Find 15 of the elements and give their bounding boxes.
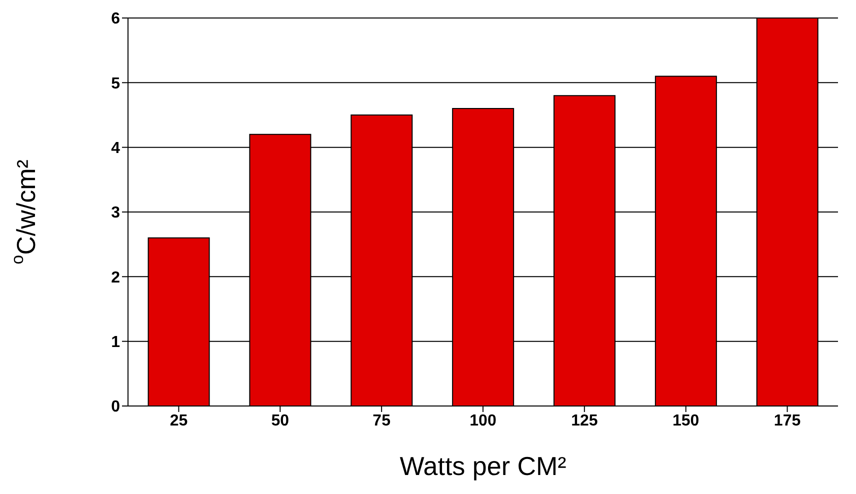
x-tick-label: 75 bbox=[372, 412, 391, 430]
y-tick-label: 0 bbox=[111, 398, 120, 416]
y-tick-label: 5 bbox=[111, 75, 120, 92]
y-tick-label: 6 bbox=[111, 10, 120, 28]
x-tick-label: 125 bbox=[571, 412, 598, 430]
x-tick-label: 25 bbox=[170, 412, 188, 430]
x-axis-title: Watts per CM² bbox=[400, 450, 567, 481]
y-tick-label: 2 bbox=[111, 269, 120, 286]
y-tick-label: 4 bbox=[111, 140, 120, 158]
x-tick-label: 150 bbox=[672, 412, 700, 430]
x-tick-label: 100 bbox=[470, 412, 496, 430]
x-tick-label: 50 bbox=[271, 412, 290, 430]
y-tick-label: 1 bbox=[111, 334, 120, 352]
x-tick-label: 175 bbox=[774, 412, 801, 430]
y-tick-label: 3 bbox=[111, 204, 120, 222]
